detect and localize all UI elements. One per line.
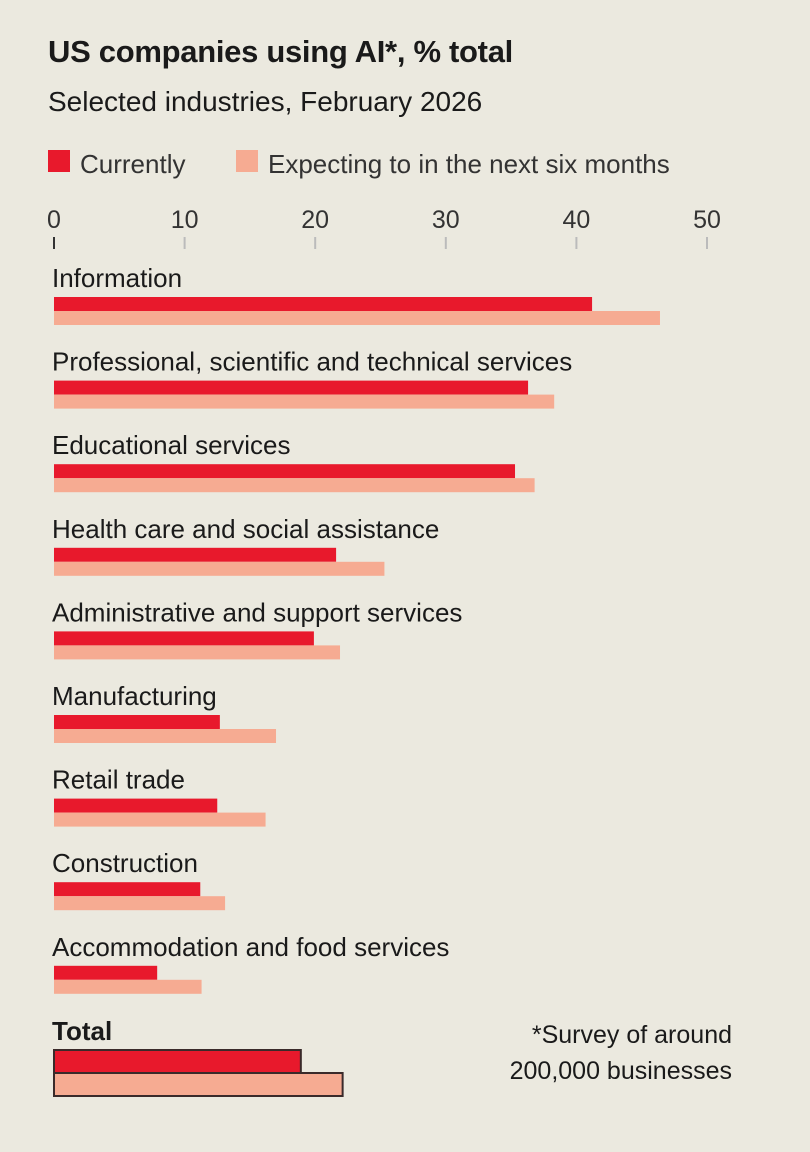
bar-currently xyxy=(54,547,337,562)
category-label: Educational services xyxy=(52,430,290,460)
category-label: Administrative and support services xyxy=(52,597,462,627)
bar-currently xyxy=(54,464,516,479)
bar-currently xyxy=(54,380,529,395)
category-label: Manufacturing xyxy=(52,681,217,711)
bar-expecting xyxy=(54,478,535,493)
category-label: Accommodation and food services xyxy=(52,932,449,962)
x-tick-label: 10 xyxy=(171,206,199,234)
category-label: Professional, scientific and technical s… xyxy=(52,347,572,377)
bar-currently xyxy=(54,715,220,729)
category-label: Construction xyxy=(52,848,198,878)
category-label: Health care and social assistance xyxy=(52,514,439,544)
bar-currently xyxy=(54,631,314,646)
legend-label-currently: Currently xyxy=(80,149,185,179)
bar-expecting xyxy=(54,979,202,994)
x-tick-label: 0 xyxy=(47,206,61,234)
legend-swatch-expecting xyxy=(236,150,258,172)
bar-currently xyxy=(54,297,593,311)
x-tick-label: 50 xyxy=(693,206,721,234)
bar-expecting xyxy=(54,311,660,325)
bar-expecting xyxy=(54,812,266,827)
x-tick-label: 20 xyxy=(301,206,329,234)
bar-currently xyxy=(54,798,218,813)
category-label: Total xyxy=(52,1016,112,1046)
footnote: *Survey of around 200,000 businesses xyxy=(510,1017,732,1089)
bar-currently xyxy=(54,882,201,897)
footnote-line-1: *Survey of around xyxy=(531,1021,732,1049)
footnote-line-2: 200,000 businesses xyxy=(509,1057,732,1085)
bar-currently xyxy=(53,1049,302,1074)
bar-currently xyxy=(54,965,158,980)
x-tick-label: 40 xyxy=(562,206,590,234)
chart-title: US companies using AI*, % total xyxy=(48,34,513,69)
chart-subtitle: Selected industries, February 2026 xyxy=(48,86,483,117)
bar-expecting xyxy=(53,1072,344,1097)
bar-expecting xyxy=(54,645,341,660)
x-tick-label: 30 xyxy=(432,206,460,234)
bar-expecting xyxy=(54,896,226,911)
legend-swatch-currently xyxy=(48,150,70,172)
category-label: Information xyxy=(52,263,182,293)
bar-expecting xyxy=(54,394,555,409)
bar-expecting xyxy=(54,729,277,743)
legend-label-expecting: Expecting to in the next six months xyxy=(268,149,670,179)
category-label: Retail trade xyxy=(52,765,185,795)
bar-expecting xyxy=(54,561,385,576)
